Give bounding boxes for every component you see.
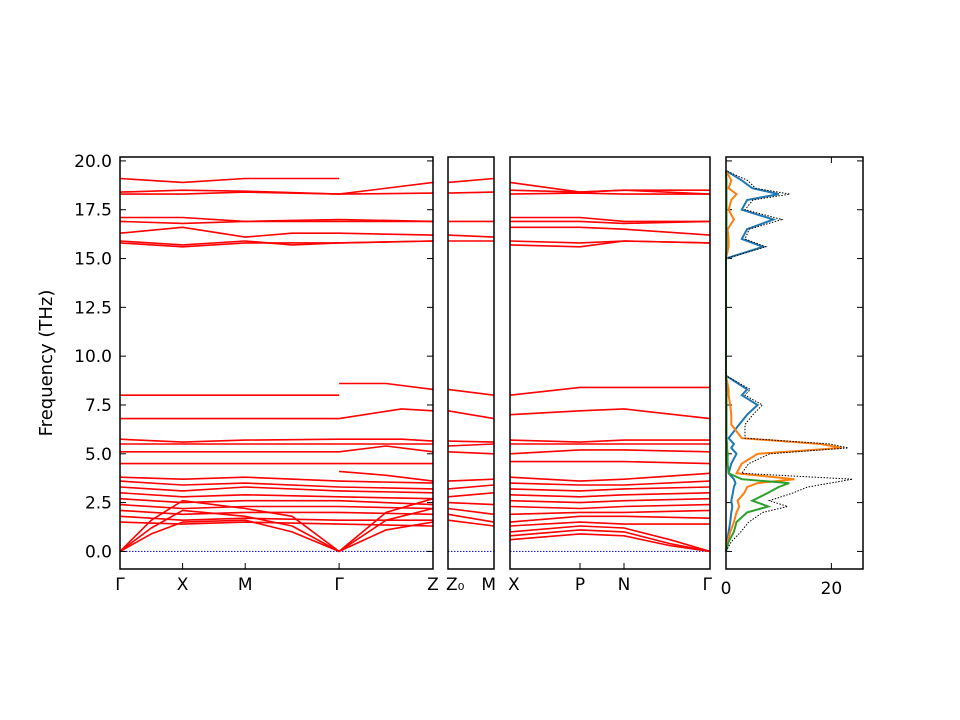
- band-line-1-5: [119, 220, 433, 225]
- band-line-1-21: [119, 497, 434, 506]
- band-line-2-15: [447, 507, 495, 516]
- y-tick-label: 20.0: [74, 152, 112, 172]
- x-tick-label: Γ: [703, 575, 713, 595]
- dos-frame: [725, 156, 864, 570]
- band-line-2-14: [447, 501, 495, 506]
- y-tick-label: 12.5: [74, 298, 112, 318]
- band-line-3-14: [510, 460, 711, 465]
- band-panels: Γ X M Γ Z Z₀ M X P N Γ: [115, 156, 713, 595]
- band-line-1-12: [119, 438, 434, 443]
- band-line-3-16: [509, 480, 711, 486]
- x-tick-label: Z: [427, 575, 439, 595]
- band-line-3-13: [509, 449, 711, 455]
- x-tick-label: M: [238, 575, 253, 595]
- band-line-3-6: [510, 226, 711, 236]
- band-line-2-9: [447, 443, 495, 447]
- band-line-3-18: [509, 492, 711, 498]
- band-panel-2: Z₀ M: [446, 156, 496, 595]
- y-tick-label: 17.5: [74, 201, 112, 221]
- band-line-3-23: [509, 521, 710, 527]
- dos-curve-4: [725, 170, 853, 552]
- dos-curve-3: [725, 170, 790, 552]
- band-line-1-19: [119, 486, 434, 494]
- band-line-3-5: [510, 220, 711, 225]
- band-line-1-17: [119, 476, 434, 484]
- band-line-2-1: [447, 177, 495, 184]
- band-line-1-11: [120, 408, 434, 420]
- band-line-3-24: [509, 525, 711, 553]
- band-line-3-11: [509, 439, 710, 443]
- band-line-2-11: [447, 478, 495, 482]
- band-line-3-4: [510, 216, 710, 223]
- band-line-1-14: [120, 445, 434, 453]
- band-line-3-10: [509, 408, 711, 420]
- band-line-3-17: [509, 486, 711, 492]
- band-line-3-19: [509, 497, 711, 504]
- y-tick-label: 5.0: [85, 445, 112, 465]
- y-tick-label: 7.5: [85, 396, 112, 416]
- band-line-1-24: [119, 515, 433, 522]
- band-line-1-26: [119, 497, 434, 553]
- band-line-2-6: [447, 388, 495, 396]
- dos-curve-2: [725, 170, 843, 552]
- band-line-1-1: [119, 177, 340, 184]
- band-line-1-20: [119, 492, 434, 500]
- y-axis-ticks: 0.0 2.5 5.0 7.5 10.0 12.5 15.0 17.5 20.0: [74, 152, 863, 562]
- band-line-3-21: [509, 509, 711, 516]
- band-line-3-26: [509, 533, 711, 553]
- band-line-3-8: [509, 240, 711, 248]
- band-line-1-6: [119, 226, 434, 238]
- band-line-3-25: [509, 529, 711, 553]
- dos-x-tick-label: 0: [721, 579, 732, 599]
- band-line-1-27: [119, 507, 434, 553]
- band-line-3-22: [509, 515, 711, 523]
- band-line-2-2: [447, 191, 495, 194]
- dos-x-tick-label: 20: [821, 579, 843, 599]
- y-axis-label: Frequency (THz): [36, 290, 57, 437]
- x-tick-label: Γ: [115, 575, 125, 595]
- x-tick-label: M: [481, 575, 496, 595]
- band-line-1-18: [119, 480, 434, 490]
- y-tick-label: 10.0: [74, 347, 112, 367]
- band-line-2-16: [447, 513, 495, 523]
- band-line-2-13: [447, 492, 495, 498]
- band-line-2-7: [447, 410, 495, 420]
- x-tick-label: N: [618, 575, 631, 595]
- x-tick-label: P: [575, 575, 585, 595]
- band-line-2-17: [447, 519, 495, 527]
- band-line-3-2: [509, 189, 711, 195]
- band-line-1-10: [339, 382, 434, 391]
- band-line-3-15: [509, 472, 711, 482]
- band-line-1-28: [119, 519, 434, 553]
- band-line-1-16: [339, 470, 434, 482]
- band-line-3-20: [509, 503, 711, 510]
- y-tick-label: 2.5: [85, 494, 112, 514]
- band-line-1-3: [120, 191, 434, 195]
- band-line-2-4: [447, 234, 495, 238]
- x-tick-label: X: [508, 575, 520, 595]
- x-tick-label: Z₀: [446, 575, 465, 595]
- band-line-3-3: [509, 192, 710, 195]
- band-line-2-10: [447, 451, 495, 455]
- panel-frame: [509, 156, 711, 570]
- band-line-3-9: [509, 386, 710, 396]
- x-tick-label: Γ: [334, 575, 344, 595]
- band-line-1-2: [119, 181, 434, 195]
- panel-frame: [119, 156, 434, 570]
- panel-frame: [447, 156, 495, 570]
- dos-panel: 0 20: [721, 156, 864, 599]
- band-line-1-22: [119, 503, 434, 510]
- y-tick-label: 0.0: [85, 542, 112, 562]
- band-line-1-8: [119, 240, 434, 248]
- y-tick-label: 15.0: [74, 250, 112, 270]
- band-line-2-12: [447, 484, 495, 490]
- dos-curve-1: [725, 169, 779, 552]
- band-line-2-8: [447, 440, 495, 443]
- x-tick-label: X: [177, 575, 189, 595]
